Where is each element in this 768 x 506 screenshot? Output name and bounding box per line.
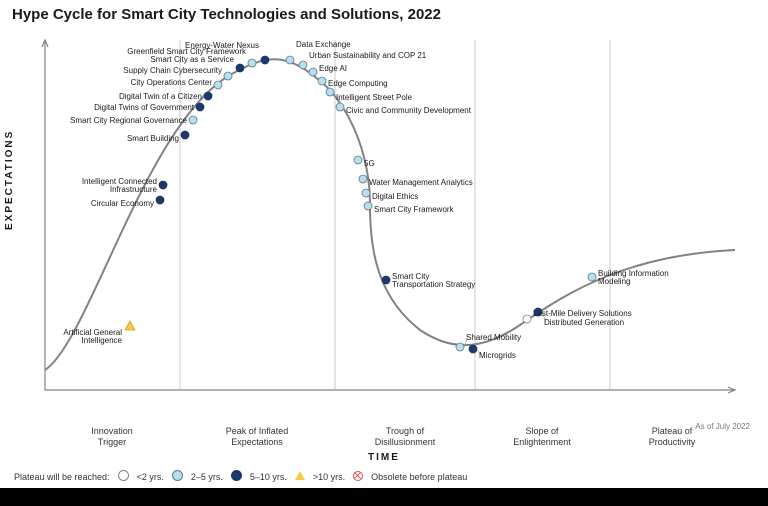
tech-label: Circular Economy xyxy=(91,200,154,208)
phase-label: Trough of Disillusionment xyxy=(355,426,455,448)
tech-label: Microgrids xyxy=(479,352,516,360)
tech-label: Smart City Regional Governance xyxy=(70,117,187,125)
legend-swatch xyxy=(172,470,183,481)
footer-bar xyxy=(0,488,768,506)
tech-label: Shared Mobility xyxy=(466,334,521,342)
tech-label: Edge Computing xyxy=(328,80,388,88)
tech-label: Data Exchange xyxy=(296,41,351,49)
tech-label: Distributed Generation xyxy=(544,319,624,327)
tech-label: Digital Twins of Government xyxy=(94,104,194,112)
tech-label: Digital Twin of a Citizen xyxy=(119,93,202,101)
tech-label: City Operations Center xyxy=(131,79,212,87)
tech-label: Supply Chain Cybersecurity xyxy=(123,67,222,75)
tech-label: Last-Mile Delivery Solutions xyxy=(533,310,632,318)
x-axis-label: TIME xyxy=(0,452,768,463)
tech-label: Smart Building xyxy=(127,135,179,143)
legend-item-label: 5–10 yrs. xyxy=(250,472,287,482)
tech-label: Intelligent ConnectedInfrastructure xyxy=(82,178,157,194)
chart-area xyxy=(30,30,750,430)
tech-label: Energy-Water Nexus xyxy=(185,42,259,50)
y-axis-label: EXPECTATIONS xyxy=(4,130,15,230)
legend-swatch xyxy=(118,470,129,481)
legend-swatch xyxy=(231,470,242,481)
tech-label: Intelligent Street Pole xyxy=(336,94,412,102)
tech-label: 5G xyxy=(364,160,375,168)
tech-label: Building InformationModeling xyxy=(598,270,669,286)
legend-item-label: <2 yrs. xyxy=(137,472,164,482)
tech-label: Smart City as a Service xyxy=(150,56,234,64)
tech-label: Civic and Community Development xyxy=(346,107,471,115)
tech-label: Smart CityTransportation Strategy xyxy=(392,273,475,289)
legend-item-label: 2–5 yrs. xyxy=(191,472,223,482)
tech-label: Edge AI xyxy=(319,65,347,73)
phase-label: Slope of Enlightenment xyxy=(492,426,592,448)
tech-label: Smart City Framework xyxy=(374,206,454,214)
legend-swatch xyxy=(295,471,305,480)
phase-label: Plateau of Productivity xyxy=(622,426,722,448)
legend-prefix: Plateau will be reached: xyxy=(14,472,110,482)
tech-label: Water Management Analytics xyxy=(369,179,473,187)
legend-swatch xyxy=(353,471,363,481)
tech-label: Urban Sustainability and COP 21 xyxy=(309,52,426,60)
legend-item-label: >10 yrs. xyxy=(313,472,345,482)
legend: Plateau will be reached: <2 yrs. 2–5 yrs. 5… xyxy=(14,471,467,482)
phase-label: Innovation Trigger xyxy=(62,426,162,448)
chart-title: Hype Cycle for Smart City Technologies a… xyxy=(12,6,441,23)
tech-label: Digital Ethics xyxy=(372,193,418,201)
hype-cycle-svg xyxy=(30,30,750,430)
tech-label: Artificial GeneralIntelligence xyxy=(63,329,122,345)
phase-label: Peak of Inflated Expectations xyxy=(207,426,307,448)
legend-item-label: Obsolete before plateau xyxy=(371,472,467,482)
